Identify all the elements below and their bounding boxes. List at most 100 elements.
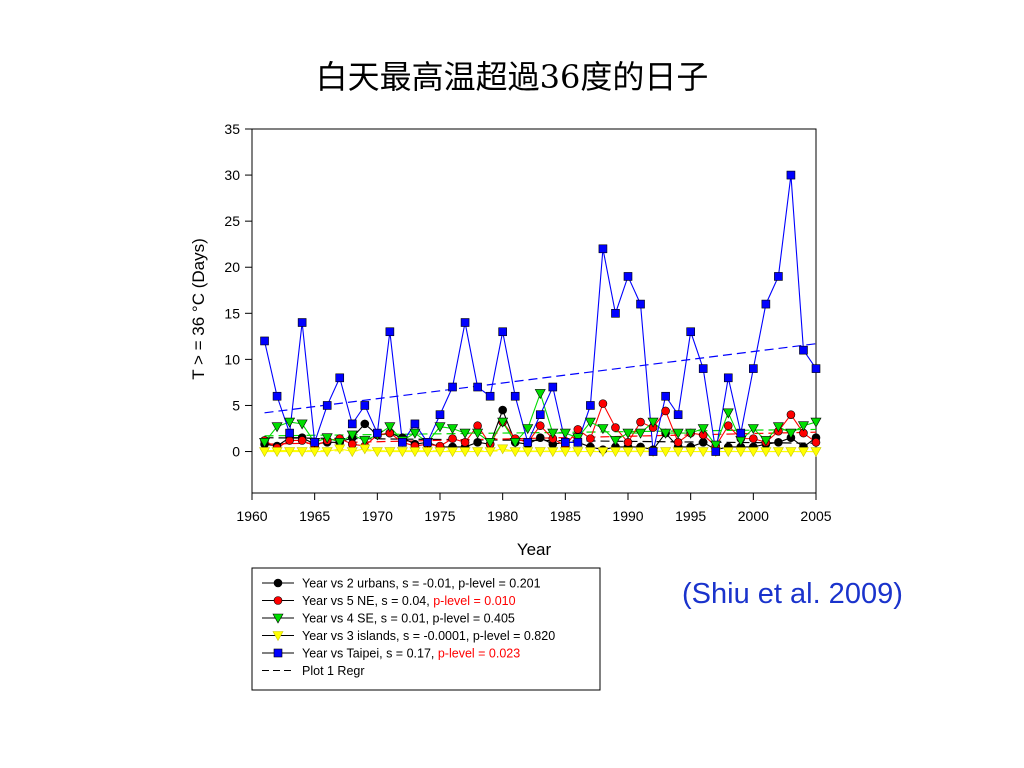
data-point [321,433,333,444]
data-point [485,391,495,401]
data-point [385,327,395,337]
data-point [673,438,683,447]
x-tick-label: 1975 [424,508,455,524]
data-point [321,447,333,458]
plot-frame [251,128,817,494]
x-axis-label: Year [517,540,552,559]
data-point [573,438,583,447]
data-point [747,424,759,435]
data-point [459,447,471,458]
x-tick-label: 1985 [550,508,581,524]
data-point [272,631,284,642]
data-point [409,428,421,439]
data-point [797,447,809,458]
data-point [271,422,283,433]
data-point [535,421,545,431]
legend-entry: Year vs Taipei, s = 0.17, p-level = 0.02… [302,647,520,661]
data-point [673,410,683,419]
data-point [635,447,647,458]
data-point [423,438,432,447]
data-point [523,438,533,447]
data-point [259,438,271,448]
data-point [710,440,722,451]
data-point [347,419,357,429]
data-point [584,417,596,428]
data-point [396,447,408,458]
data-point [799,345,808,355]
y-tick-label: 0 [232,444,240,460]
y-tick-label: 25 [224,213,240,229]
legend-box [251,567,601,691]
data-point [334,444,346,455]
legend-entry: Year vs 4 SE, s = 0.01, p-level = 0.405 [302,612,515,626]
data-point [586,401,595,410]
x-tick-label: 1980 [487,508,518,524]
data-point [271,447,283,458]
data-point [774,272,783,281]
data-point [473,438,482,447]
data-point [398,438,407,447]
data-point [786,410,796,419]
data-point [685,428,697,439]
x-tick-label: 1995 [675,508,706,524]
data-point [460,318,470,327]
data-point [535,433,545,443]
data-point [534,389,546,400]
y-axis-label: T > = 36 °C (Days) [189,238,208,380]
data-point [772,447,784,458]
data-point [359,444,371,455]
data-point [522,447,534,458]
data-point [410,419,420,429]
regression-line [264,431,817,445]
data-point [497,417,509,428]
data-point [685,447,697,458]
data-point [510,391,520,401]
y-tick-label: 15 [224,305,240,321]
y-tick-label: 20 [224,259,240,275]
data-point [797,421,809,432]
data-point [421,447,433,458]
data-point [648,447,658,456]
data-point [335,373,345,383]
data-point [522,424,534,435]
data-point [622,447,634,458]
data-point [598,399,608,408]
data-point [435,410,445,419]
data-point [346,430,358,441]
data-point [284,417,296,428]
data-point [597,424,609,435]
legend-regression-label: Plot 1 Regr [302,664,365,678]
regression-line [264,428,817,437]
data-point [611,423,620,432]
data-point [360,419,370,429]
y-tick-label: 30 [224,167,240,183]
data-point [434,422,446,433]
data-point [611,309,620,318]
data-point [559,447,571,458]
data-point [711,447,721,456]
y-tick-label: 35 [224,121,240,137]
data-point [347,439,357,449]
data-point [473,382,482,392]
data-point [597,447,609,458]
data-point [584,447,596,458]
data-point [260,336,269,346]
data-point [661,406,670,416]
data-point [548,382,558,392]
data-point [460,438,470,447]
data-point [660,428,672,439]
data-point [534,447,546,458]
regression-line [264,343,817,414]
data-point [735,447,747,458]
x-tick-label: 1970 [362,508,393,524]
data-point [498,327,507,337]
data-point [609,447,621,458]
axes: 0 5 10 15 20 25 30 35 1960 1965 1970 1975 1980 1985 19… [189,121,832,559]
data-point [547,447,559,458]
data-point [736,428,746,438]
data-point [749,434,758,443]
data-point [547,428,559,439]
data-point [636,299,645,309]
data-point [810,447,822,458]
x-tick-label: 2000 [738,508,769,524]
